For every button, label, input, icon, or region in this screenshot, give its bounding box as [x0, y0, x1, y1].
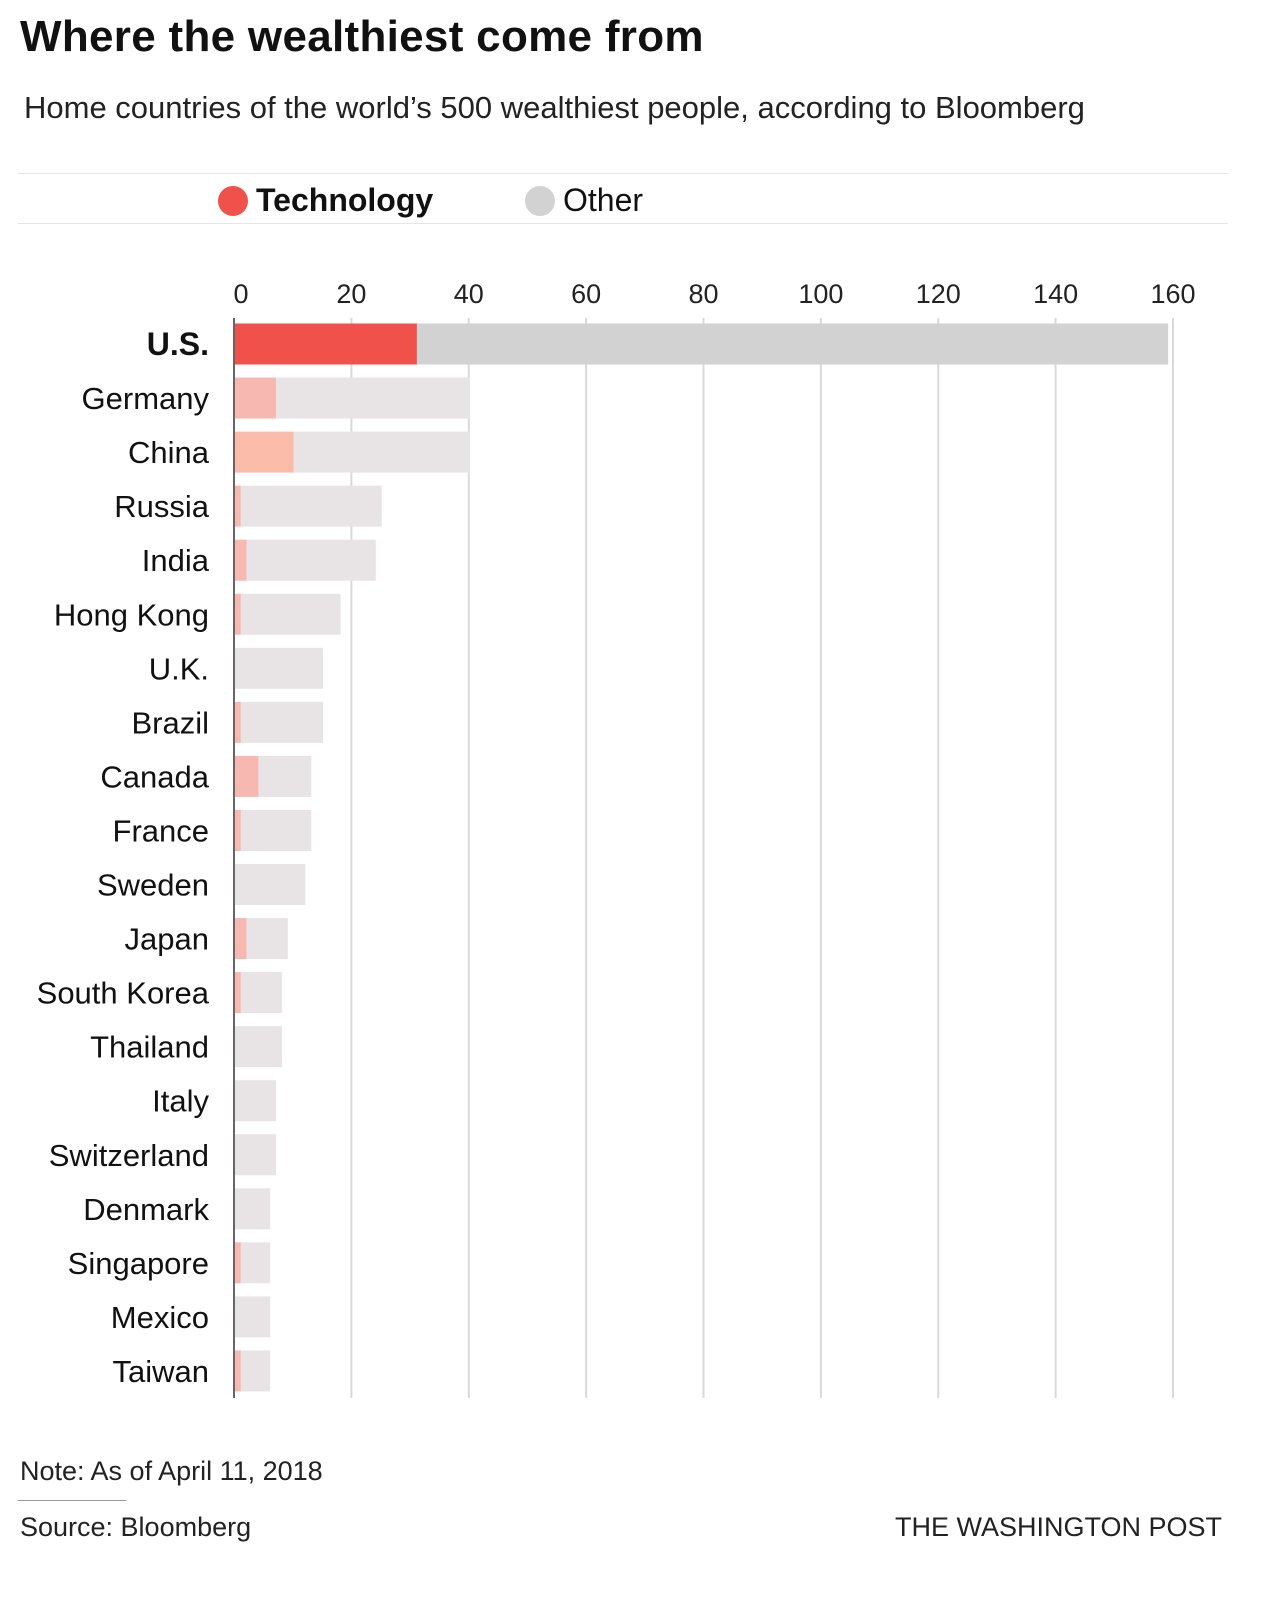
x-tick-label: 100 — [798, 279, 843, 309]
x-tick-label: 0 — [233, 279, 248, 309]
legend-label-technology: Technology — [256, 182, 434, 218]
legend-item-technology: Technology — [218, 182, 433, 219]
category-label: France — [113, 813, 209, 848]
category-label: South Korea — [37, 976, 210, 1011]
bar-technology — [235, 431, 294, 473]
x-tick-label: 40 — [454, 279, 484, 309]
category-label: India — [142, 543, 210, 578]
category-label: Taiwan — [113, 1354, 210, 1389]
legend-bottom-rule — [18, 223, 1228, 224]
bar-other — [235, 1188, 271, 1230]
bar-other — [240, 1350, 271, 1392]
bar-technology — [235, 701, 241, 743]
x-tick-label: 60 — [571, 279, 601, 309]
source: Source: Bloomberg — [20, 1512, 252, 1542]
category-label: Denmark — [83, 1192, 209, 1227]
bar-other — [240, 485, 382, 527]
bar-other — [258, 755, 312, 797]
note: Note: As of April 11, 2018 — [20, 1456, 323, 1486]
x-tick-label: 20 — [336, 279, 366, 309]
bar-other — [235, 647, 324, 689]
note-rule — [18, 1500, 126, 1501]
category-label: U.K. — [149, 651, 209, 686]
bar-technology — [235, 485, 241, 527]
bar-other — [240, 593, 341, 635]
bar-other — [240, 701, 324, 743]
x-tick-label: 160 — [1150, 279, 1195, 309]
bar-other — [240, 972, 282, 1014]
technology-swatch — [218, 185, 248, 216]
category-label: China — [128, 435, 210, 470]
x-tick-label: 120 — [916, 279, 961, 309]
bar-other — [276, 377, 470, 419]
category-label: Canada — [100, 759, 209, 794]
bar-other — [235, 1080, 277, 1122]
bar-other — [246, 539, 376, 581]
bar-technology — [235, 1242, 241, 1284]
chart-subtitle: Home countries of the world’s 500 wealth… — [24, 90, 1085, 125]
legend-top-rule — [18, 173, 1228, 174]
bar-technology — [235, 1350, 241, 1392]
x-tick-label: 80 — [688, 279, 718, 309]
bar-other — [235, 1134, 277, 1176]
category-label: U.S. — [147, 326, 209, 362]
bar-other — [235, 1296, 271, 1338]
category-label: Brazil — [131, 705, 209, 740]
category-label: Sweden — [97, 868, 209, 903]
category-label: Japan — [125, 922, 209, 957]
bar-technology — [235, 809, 241, 851]
bar-other — [416, 323, 1169, 365]
category-label: Mexico — [111, 1300, 209, 1335]
bar-other — [240, 1242, 271, 1284]
bar-technology — [235, 377, 277, 419]
x-tick-label: 140 — [1033, 279, 1078, 309]
bar-technology — [235, 918, 247, 960]
category-label: Thailand — [90, 1030, 209, 1065]
bar-other — [240, 809, 312, 851]
bar-technology — [235, 539, 247, 581]
bar-other — [235, 864, 306, 905]
bar-technology — [235, 323, 417, 365]
category-label: Russia — [114, 489, 210, 524]
bar-technology — [235, 593, 241, 635]
chart-title: Where the wealthiest come from — [20, 12, 704, 61]
bar-other — [235, 1026, 282, 1068]
category-label: Germany — [82, 381, 210, 416]
bar-technology — [235, 755, 259, 797]
category-label: Switzerland — [49, 1138, 209, 1173]
bar-other — [293, 431, 470, 473]
credit: THE WASHINGTON POST — [894, 1512, 1222, 1542]
bar-chart: 0 20 40 60 80 100 120 140 160 U.S. Germany China Rus… — [37, 279, 1196, 1398]
legend-label-other: Other — [563, 182, 644, 218]
legend-item-other: Other — [525, 182, 643, 219]
other-swatch — [525, 185, 555, 216]
bar-technology — [235, 972, 241, 1014]
category-label: Singapore — [68, 1246, 209, 1281]
category-label: Hong Kong — [54, 597, 209, 632]
bar-other — [246, 918, 288, 960]
category-label: Italy — [152, 1084, 209, 1119]
